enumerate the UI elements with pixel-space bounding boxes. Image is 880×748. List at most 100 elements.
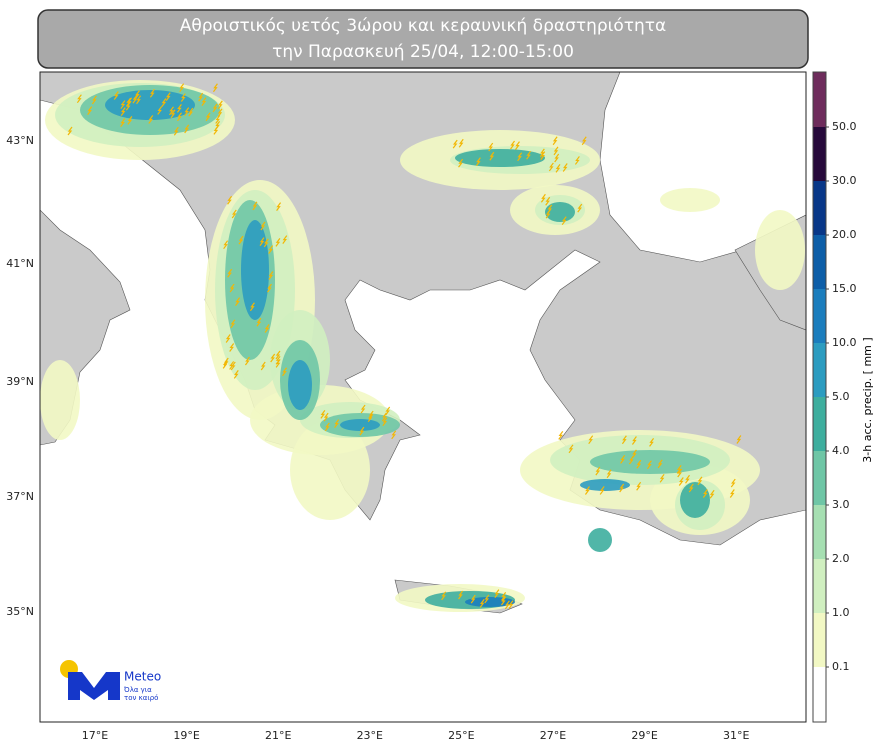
lightning-bolt — [381, 412, 387, 422]
precip-area — [588, 528, 612, 552]
lightning-bolt — [227, 268, 233, 278]
lightning-bolt — [553, 146, 559, 156]
lightning-bolt — [554, 153, 560, 163]
lightning-bolt — [736, 435, 742, 444]
lightning-bolt — [136, 95, 142, 105]
lightning-bolt — [201, 97, 207, 106]
lightning-bolt — [173, 126, 179, 136]
title-box — [37, 9, 809, 69]
lightning-bolt — [479, 599, 485, 608]
lightning-bolt — [87, 106, 93, 116]
logo-tagline: Όλα για — [123, 686, 152, 694]
lightning-bolt — [113, 91, 119, 100]
lightning-bolt — [249, 302, 255, 312]
lon-label: 17°E — [82, 729, 108, 742]
lightning-bolt — [157, 106, 163, 115]
lightning-bolt — [223, 357, 229, 367]
lightning-bolt — [577, 203, 583, 213]
lightning-bolt — [165, 92, 171, 102]
lightning-bolt — [558, 431, 564, 440]
lightning-bolt — [391, 430, 397, 440]
lightning-bolt — [188, 107, 194, 117]
lightning-bolt — [484, 594, 490, 604]
lon-label: 25°E — [448, 729, 474, 742]
lightning-bolt — [588, 435, 594, 445]
colorbar-segment — [813, 451, 826, 505]
colorbar-segment — [813, 613, 826, 667]
lightning-bolt — [620, 455, 626, 464]
lightning-bolt — [67, 126, 73, 136]
lightning-bolt — [621, 435, 627, 445]
lightning-bolt — [568, 444, 574, 454]
lat-label: 41°N — [6, 257, 34, 270]
lightning-bolt — [599, 486, 605, 495]
lightning-bolt — [508, 600, 514, 609]
logo: Meteo Όλα για τον καιρό — [60, 660, 161, 702]
lightning-bolt — [631, 436, 637, 445]
lightning-bolt — [161, 98, 167, 107]
lightning-bolt — [545, 196, 551, 206]
lightning-bolt — [555, 164, 561, 173]
lightning-bolt — [169, 106, 174, 116]
lightning-bolt — [628, 455, 634, 465]
precip-area — [290, 420, 370, 520]
precip-area — [455, 149, 545, 167]
lightning-bolt — [501, 591, 507, 601]
lightning-bolt — [636, 481, 642, 491]
lightning-bolt — [501, 596, 506, 606]
precip-area — [580, 479, 630, 491]
lightning-bolt — [729, 489, 735, 498]
lightning-bolt — [323, 412, 329, 422]
lightning-bolt — [547, 204, 553, 214]
lightning-bolt — [134, 90, 140, 100]
lightning-bolt — [282, 235, 288, 244]
lightning-bolt — [177, 112, 183, 122]
lightning-bolt — [266, 283, 272, 293]
map-frame — [39, 71, 807, 723]
lightning-bolt — [367, 413, 373, 423]
lightning-bolt — [688, 483, 694, 493]
lightning-bolt — [132, 94, 138, 104]
lightning-bolt — [515, 141, 520, 150]
title-line: Αθροιστικός υετός 3ώρου και κεραυνική δρ… — [180, 16, 667, 36]
colorbar-tick-label: 4.0 — [832, 444, 850, 457]
lightning-bolt — [441, 591, 447, 601]
precip-area — [755, 210, 805, 290]
colorbar-tick-label: 1.0 — [832, 606, 850, 619]
lightning-bolt — [176, 104, 182, 113]
lightning-bolt — [584, 486, 590, 495]
lightning-bolt — [676, 464, 682, 474]
lightning-bolt — [659, 473, 665, 483]
colorbar-tick-label: 3.0 — [832, 498, 850, 511]
lightning-bolt — [230, 319, 236, 329]
precip-area — [680, 482, 710, 518]
logo-tagline: τον καιρό — [124, 694, 158, 702]
colorbar-tick-label: 30.0 — [832, 174, 857, 187]
colorbar: 0.1 1.0 2.0 3.0 4.0 5.0 10.0 15.0 20.0 30.0 50.0 — [812, 71, 857, 723]
lightning-bolt — [235, 297, 241, 306]
lightning-bolt — [259, 237, 265, 247]
lightning-bolt — [180, 93, 186, 102]
logo-mark — [68, 672, 120, 700]
colorbar-segment — [813, 667, 826, 722]
colorbar-label: 3-h acc. precip. [ mm ] — [861, 337, 874, 462]
lightning-bolt — [458, 590, 464, 600]
lightning-bolt — [229, 283, 235, 293]
logo-name: Meteo — [124, 670, 161, 684]
lightning-bolt — [540, 193, 546, 203]
lightning-bolt — [452, 139, 458, 149]
lightning-bolt — [120, 100, 126, 109]
lon-label: 29°E — [631, 729, 657, 742]
colorbar-segment — [813, 72, 826, 127]
colorbar-tick-label: 50.0 — [832, 120, 857, 133]
lightning-bolt — [252, 201, 258, 211]
lightning-bolt — [382, 417, 388, 427]
lightning-bolt — [574, 156, 580, 165]
lightning-bolt — [275, 359, 281, 368]
lightning-bolt — [324, 422, 330, 432]
lightning-bolt — [385, 406, 391, 416]
lightning-bolt — [539, 148, 545, 158]
lightning-bolt — [217, 108, 223, 118]
lightning-bolt — [470, 594, 476, 604]
lightning-bolt — [244, 356, 250, 366]
